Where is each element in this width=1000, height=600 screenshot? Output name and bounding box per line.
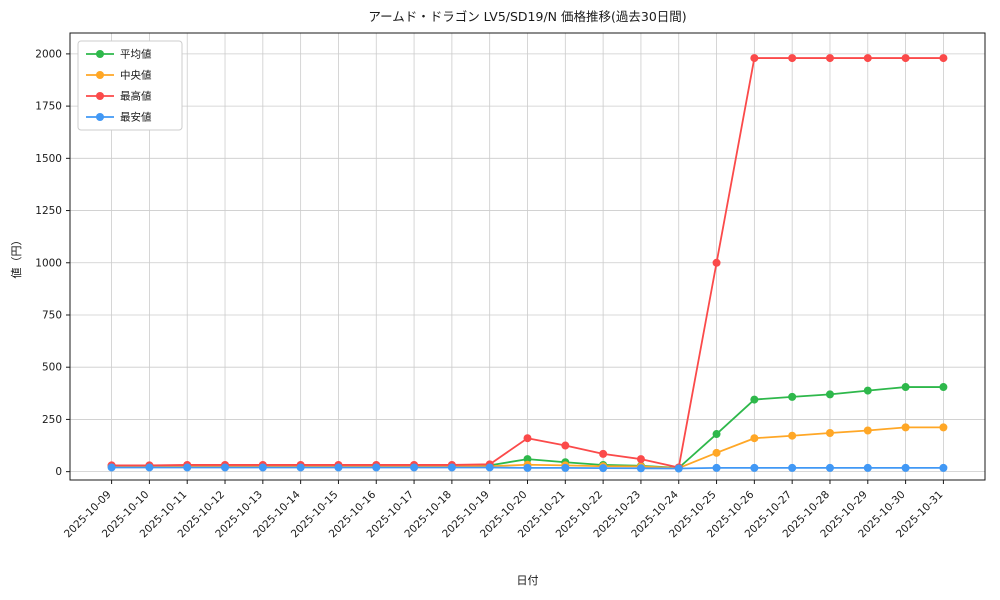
legend-label: 最高値 xyxy=(120,90,152,103)
data-point xyxy=(485,463,494,472)
data-point xyxy=(712,258,721,267)
data-point xyxy=(107,463,116,472)
chart-title: アームド・ドラゴン LV5/SD19/N 価格推移(過去30日間) xyxy=(368,9,686,24)
y-tick-label: 1000 xyxy=(35,257,62,269)
legend-box xyxy=(77,40,183,131)
legend-marker-sample xyxy=(96,92,104,100)
data-point xyxy=(750,434,759,443)
data-point xyxy=(788,463,797,472)
y-tick-label: 250 xyxy=(42,414,62,426)
data-point xyxy=(939,383,948,392)
legend-marker-sample xyxy=(96,113,104,121)
data-point xyxy=(372,463,381,472)
y-tick-label: 1750 xyxy=(35,101,62,113)
data-point xyxy=(296,463,305,472)
data-point xyxy=(145,463,154,472)
data-point xyxy=(599,449,608,458)
y-axis-label: 値（円） xyxy=(10,235,23,279)
legend-marker-sample xyxy=(96,50,104,58)
data-point xyxy=(674,464,683,473)
data-point xyxy=(221,463,230,472)
data-point xyxy=(863,386,872,395)
legend-marker-sample xyxy=(96,71,104,79)
data-point xyxy=(825,429,834,438)
data-point xyxy=(939,54,948,63)
y-tick-label: 1250 xyxy=(35,205,62,217)
data-point xyxy=(939,423,948,432)
data-point xyxy=(712,430,721,439)
data-point xyxy=(334,463,343,472)
data-point xyxy=(863,463,872,472)
data-point xyxy=(825,54,834,63)
data-point xyxy=(901,383,910,392)
data-point xyxy=(750,395,759,404)
data-point xyxy=(410,463,419,472)
data-point xyxy=(750,463,759,472)
y-tick-label: 2000 xyxy=(35,48,62,60)
data-point xyxy=(901,423,910,432)
data-point xyxy=(788,431,797,440)
data-point xyxy=(750,54,759,63)
data-point xyxy=(523,463,532,472)
data-point xyxy=(523,455,532,464)
data-point xyxy=(788,392,797,401)
legend-label: 最安値 xyxy=(120,111,152,124)
y-tick-label: 0 xyxy=(55,466,62,478)
legend-label: 中央値 xyxy=(120,69,152,82)
data-point xyxy=(258,463,267,472)
data-point xyxy=(939,463,948,472)
data-point xyxy=(523,434,532,443)
x-axis-label: 日付 xyxy=(517,574,539,587)
plot-border xyxy=(69,32,986,481)
data-point xyxy=(447,463,456,472)
y-tick-label: 1500 xyxy=(35,153,62,165)
data-point xyxy=(599,464,608,473)
data-point xyxy=(561,463,570,472)
data-point xyxy=(825,390,834,399)
data-point xyxy=(825,463,834,472)
legend-label: 平均値 xyxy=(120,48,152,61)
y-tick-label: 500 xyxy=(42,362,62,374)
data-point xyxy=(183,463,192,472)
data-point xyxy=(712,463,721,472)
data-point xyxy=(636,464,645,473)
data-point xyxy=(561,441,570,450)
data-point xyxy=(712,448,721,457)
data-point xyxy=(901,463,910,472)
y-tick-label: 750 xyxy=(42,309,62,321)
data-point xyxy=(901,54,910,63)
data-point xyxy=(788,54,797,63)
data-point xyxy=(863,54,872,63)
data-point xyxy=(636,455,645,464)
data-point xyxy=(863,426,872,435)
